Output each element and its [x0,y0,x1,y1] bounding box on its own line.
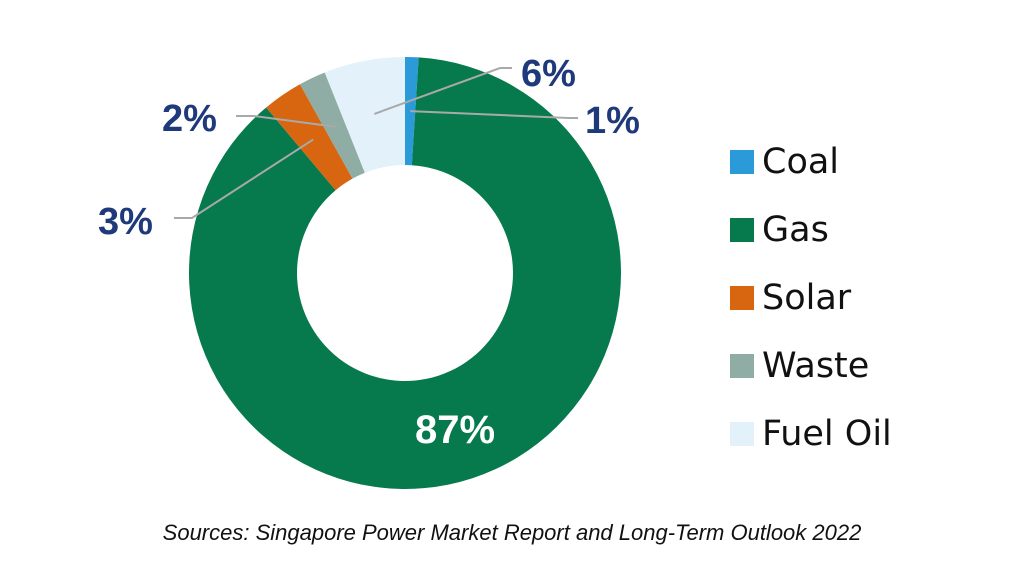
label-gas: 87% [415,408,495,452]
legend-swatch-solar [730,286,754,310]
leader-line-fuel-oil [373,67,512,115]
legend-swatch-coal [730,150,754,174]
legend-item-waste: Waste [730,332,892,400]
slice-gas [189,57,621,490]
donut-slices [189,57,621,490]
legend-label-coal: Coal [762,142,840,182]
legend-item-coal: Coal [730,128,892,196]
legend-item-solar: Solar [730,264,892,332]
chart-legend: Coal Gas Solar Waste Fuel Oil [730,128,892,468]
leader-line-coal [410,110,578,119]
label-waste: 2% [162,98,217,140]
legend-label-waste: Waste [762,346,870,386]
source-note: Sources: Singapore Power Market Report a… [162,520,862,545]
legend-label-fuel-oil: Fuel Oil [762,414,892,454]
slice-labels: 1% 87% 3% 2% 6% [98,53,640,452]
legend-item-gas: Gas [730,196,892,264]
legend-label-solar: Solar [762,278,852,318]
legend-swatch-waste [730,354,754,378]
legend-label-gas: Gas [762,210,829,250]
leader-line-solar [174,138,314,219]
legend-swatch-fuel-oil [730,422,754,446]
slice-fuel-oil [324,57,405,173]
label-coal: 1% [585,100,640,142]
label-solar: 3% [98,201,153,243]
label-fuel-oil: 6% [521,53,576,95]
leader-lines [174,67,578,219]
leader-line-waste [236,115,336,128]
slice-solar [266,84,353,191]
legend-item-fuel-oil: Fuel Oil [730,400,892,468]
legend-swatch-gas [730,218,754,242]
